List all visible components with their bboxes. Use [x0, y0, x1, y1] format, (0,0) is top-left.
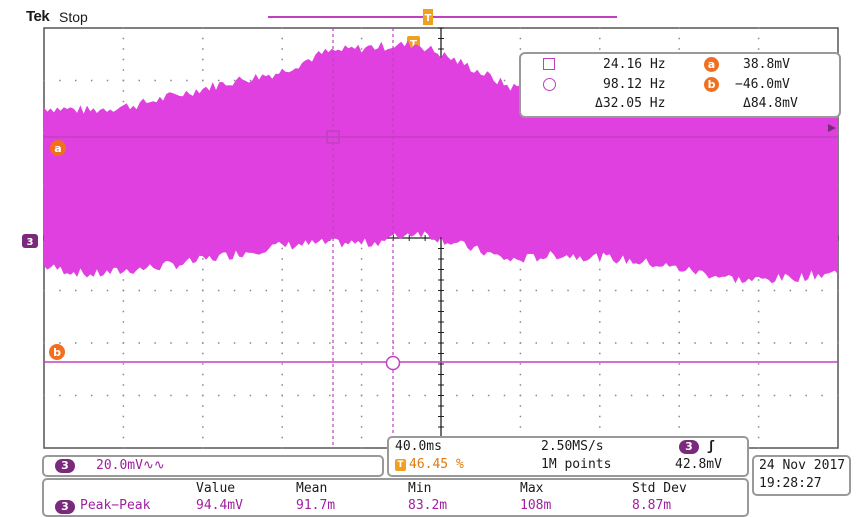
time: 19:28:27: [759, 476, 822, 491]
cursor-b-icon: b: [704, 77, 719, 92]
channel-3-badge: 3: [55, 459, 75, 473]
measurement-name: Peak−Peak: [80, 498, 151, 513]
cursor-b-marker: b: [49, 344, 65, 360]
delta-frequency: Δ32.05 Hz: [595, 96, 666, 111]
measurement-value: 94.4mV: [196, 498, 243, 513]
measurement-panel[interactable]: Value Mean Min Max Std Dev 3 Peak−Peak 9…: [42, 478, 749, 517]
acquisition-status: Stop: [59, 9, 88, 25]
measurement-header-std-dev: Std Dev: [632, 481, 687, 496]
trigger-slope-icon: ʃ: [707, 439, 715, 454]
cursor-readout-panel: 24.16 Hz a 38.8mV 98.12 Hz b −46.0mV Δ32…: [519, 52, 841, 118]
measurement-channel-badge: 3: [55, 500, 75, 514]
svg-text:a: a: [54, 142, 61, 155]
cursor-a-marker: a: [50, 140, 66, 156]
svg-text:T: T: [410, 39, 417, 50]
datetime-panel: 24 Nov 2017 19:28:27: [752, 455, 851, 496]
measurement-header-mean: Mean: [296, 481, 328, 496]
svg-text:3: 3: [27, 237, 34, 248]
sample-rate: 2.50MS/s: [541, 439, 604, 454]
measurement-mean: 91.7m: [296, 498, 336, 513]
trigger-level-arrow: [828, 124, 836, 132]
cursor-b-voltage: −46.0mV: [735, 77, 790, 92]
channel-3-ground-marker: 3: [22, 234, 38, 248]
trigger-time-icon: T: [395, 459, 406, 471]
measurement-header-min: Min: [408, 481, 432, 496]
measurement-header-max: Max: [520, 481, 544, 496]
brand-logo: Tek: [26, 8, 50, 25]
channel-3-scale-panel[interactable]: 3 20.0mV∿∿: [42, 455, 384, 477]
delta-voltage: Δ84.8mV: [743, 96, 798, 111]
trigger-position-readout: 46.45 %: [409, 457, 464, 472]
cursor-a-voltage: 38.8mV: [743, 57, 790, 72]
record-length: 1M points: [541, 457, 612, 472]
cursor-1-frequency: 24.16 Hz: [603, 57, 666, 72]
svg-text:b: b: [53, 346, 61, 359]
time-per-division: 40.0ms: [395, 439, 442, 454]
measurement-header-value: Value: [196, 481, 236, 496]
trigger-position-marker: T: [423, 9, 433, 25]
measurement-max: 108m: [520, 498, 552, 513]
cursor-a-icon: a: [704, 57, 719, 72]
cursor-2-circle-marker: [385, 355, 401, 371]
timebase-panel[interactable]: 40.0ms 2.50MS/s 3 ʃ T 46.45 % 1M points …: [387, 436, 749, 477]
cursor-1-square-marker: [326, 130, 340, 144]
svg-text:T: T: [425, 13, 432, 24]
trigger-level: 42.8mV: [675, 457, 722, 472]
trigger-channel-badge: 3: [679, 440, 699, 454]
measurement-min: 83.2m: [408, 498, 448, 513]
channel-3-scale: 20.0mV∿∿: [96, 458, 165, 473]
date: 24 Nov 2017: [759, 458, 846, 473]
square-cursor-icon: [543, 58, 555, 70]
circle-cursor-icon: [543, 78, 556, 91]
measurement-std-dev: 8.87m: [632, 498, 672, 513]
cursor-2-frequency: 98.12 Hz: [603, 77, 666, 92]
